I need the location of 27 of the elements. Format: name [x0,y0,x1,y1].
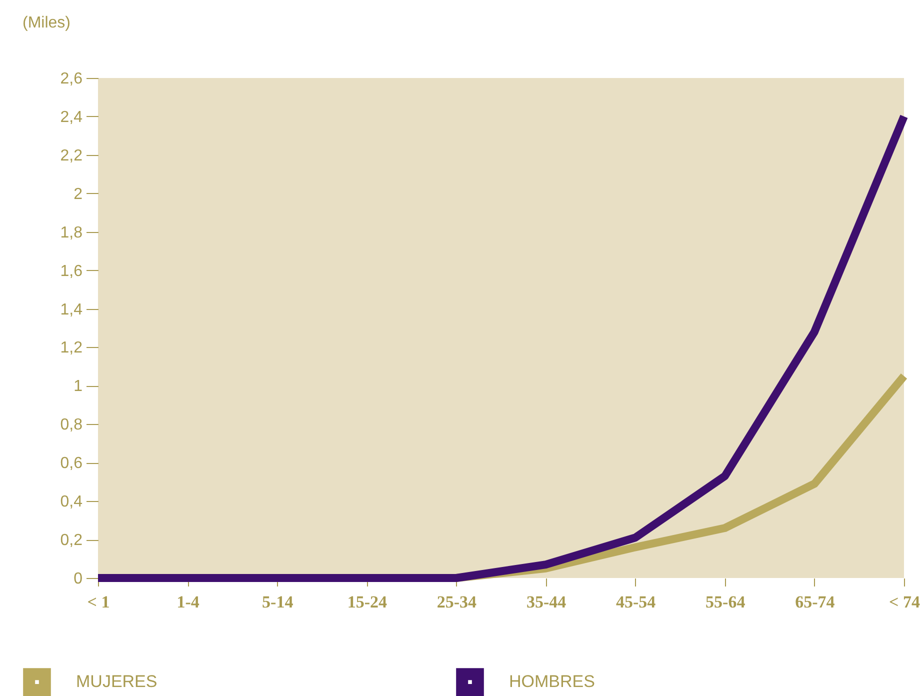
x-tick-label: 5-14 [262,592,294,612]
y-tick-label: 0 [74,570,83,588]
x-tick-label: < 1 [87,592,110,612]
y-axis-title: (Miles) [22,14,70,32]
legend-label: MUJERES [76,672,158,692]
y-tick-label: 0,8 [60,416,83,434]
y-tick-label: 0,6 [60,455,83,472]
y-tick-label: 1 [74,378,83,396]
y-tick-label: 1,8 [60,224,83,242]
legend-label: HOMBRES [509,672,595,692]
y-tick-label: 2,2 [60,147,83,164]
y-tick-label: 2,4 [60,108,83,126]
y-tick-label: 1,6 [60,262,83,280]
x-tick-label: 25-34 [436,592,478,612]
x-tick-label: 1-4 [176,592,200,612]
y-tick-label: 0,2 [60,532,83,550]
x-tick-label: 35-44 [526,592,567,612]
x-tick-label: 55-64 [706,592,746,612]
x-tick-label: < 74 [889,592,920,612]
x-tick-label: 45-54 [616,592,656,612]
y-tick-label: 1,4 [60,301,83,318]
x-tick-label: 15-24 [347,592,388,612]
y-tick-label: 0,4 [60,494,83,511]
y-tick-label: 1,2 [60,340,83,357]
y-tick-label: 2,6 [60,70,83,88]
x-tick-label: 65-74 [795,592,836,612]
y-tick-label: 2 [74,186,83,203]
